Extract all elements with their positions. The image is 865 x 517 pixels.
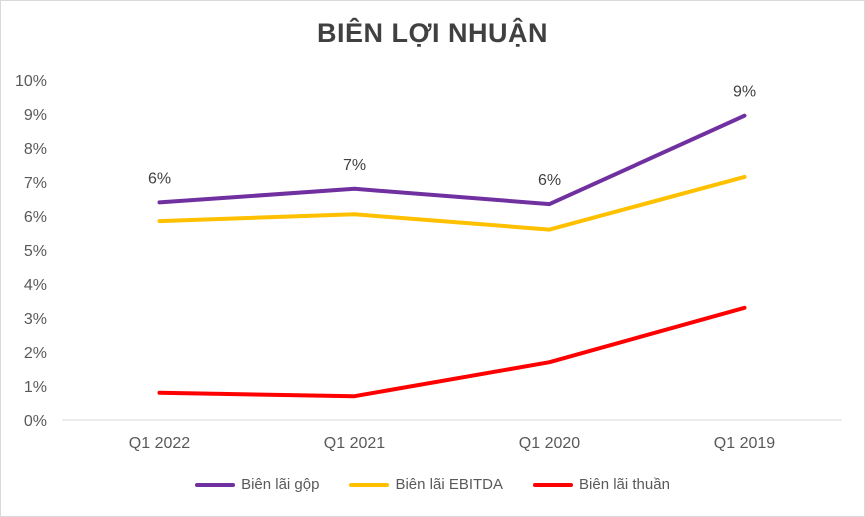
y-tick-label: 7% [24, 175, 47, 192]
series-line-3 [157, 305, 747, 399]
y-tick-label: 8% [24, 141, 47, 158]
legend-label: Biên lãi thuần [579, 476, 670, 493]
legend-item-3: Biên lãi thuần [533, 476, 670, 493]
chart-legend: Biên lãi gộp Biên lãi EBITDA Biên lãi thuầ… [0, 476, 865, 493]
legend-swatch [195, 482, 236, 487]
data-label: 9% [733, 84, 756, 101]
legend-label: Biên lãi gộp [241, 476, 320, 493]
series-line-1 [157, 113, 747, 207]
y-tick-label: 4% [24, 277, 47, 294]
legend-label: Biên lãi EBITDA [395, 476, 504, 493]
y-tick-label: 2% [24, 345, 47, 362]
y-tick-label: 0% [24, 413, 47, 430]
y-tick-label: 9% [24, 107, 47, 124]
y-tick-label: 5% [24, 243, 47, 260]
legend-item-1: Biên lãi gộp [195, 476, 319, 493]
chart-title: BIÊN LỢI NHUẬN [316, 18, 549, 48]
legend-swatch [533, 482, 574, 487]
y-tick-label: 6% [24, 209, 47, 226]
x-tick-label: Q1 2021 [324, 435, 385, 452]
legend-item-2: Biên lãi EBITDA [349, 476, 503, 493]
y-tick-label: 1% [24, 379, 47, 396]
x-tick-label: Q1 2022 [129, 435, 190, 452]
y-tick-label: 3% [24, 311, 47, 328]
y-tick-label: 10% [15, 73, 47, 90]
x-tick-label: Q1 2019 [714, 435, 775, 452]
x-tick-label: Q1 2020 [519, 435, 580, 452]
data-label: 6% [148, 170, 171, 187]
series-line-2 [157, 174, 747, 232]
data-label: 7% [343, 157, 366, 174]
data-label: 6% [538, 172, 561, 189]
legend-swatch [349, 482, 390, 487]
